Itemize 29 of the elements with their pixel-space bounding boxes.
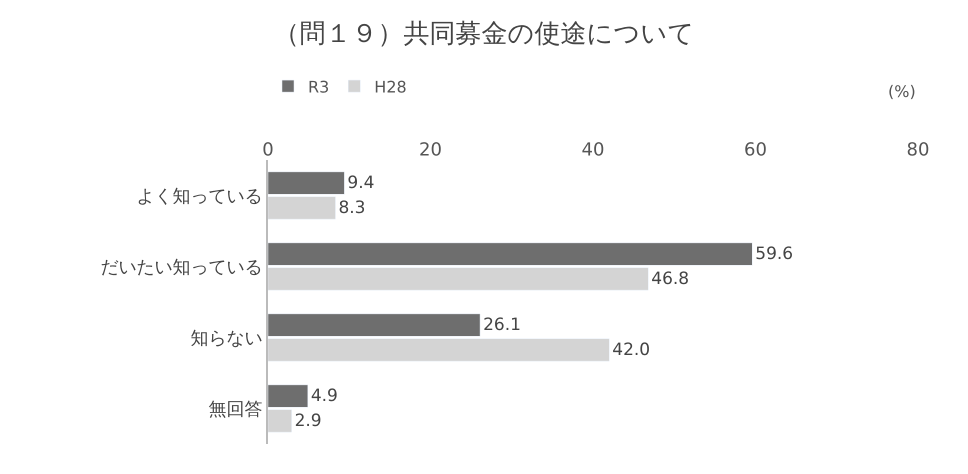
- x-tick-label: 60: [744, 139, 767, 160]
- data-label: 42.0: [612, 340, 650, 360]
- bar: [268, 172, 345, 195]
- data-label: 2.9: [294, 410, 322, 431]
- data-label: 59.6: [755, 244, 794, 264]
- bar: [268, 314, 480, 337]
- bar: [268, 384, 308, 408]
- text: (%): [888, 82, 916, 101]
- bar: [268, 242, 752, 266]
- data-label: 26.1: [483, 315, 521, 336]
- y-tick-label: 無回答: [208, 398, 262, 420]
- chart-title: （問１９）共同募金の使途について: [274, 18, 694, 49]
- legend-label: H28: [374, 77, 407, 96]
- x-tick-label: 20: [419, 139, 442, 160]
- x-tick-label: 40: [582, 139, 604, 160]
- y-tick-label: だいたい知っている: [100, 256, 262, 278]
- data-label: 8.3: [338, 198, 366, 218]
- data-label: 46.8: [651, 268, 690, 289]
- x-tick-label: 0: [262, 139, 274, 160]
- bar: [268, 409, 292, 432]
- data-label: 9.4: [347, 173, 374, 194]
- x-tick-label: 80: [906, 139, 930, 160]
- y-tick-label: よく知っている: [136, 186, 262, 207]
- legend-label: R3: [308, 77, 330, 96]
- data-label: 4.9: [310, 386, 338, 406]
- bar: [268, 267, 648, 290]
- y-tick-label: 知らない: [190, 328, 262, 349]
- bar: [268, 196, 336, 220]
- bar: [268, 338, 610, 362]
